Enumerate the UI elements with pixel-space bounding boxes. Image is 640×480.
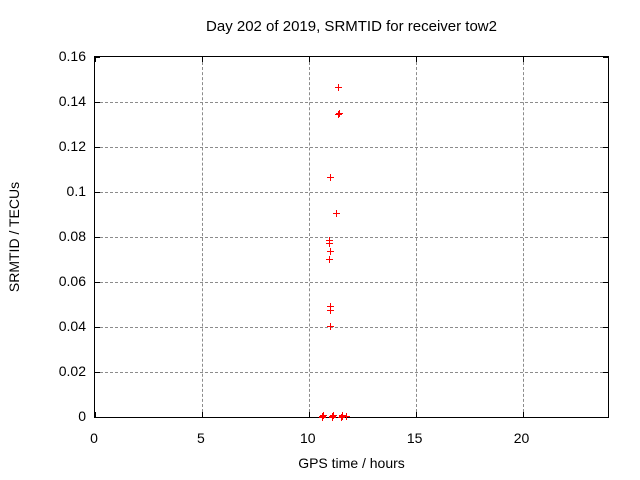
- plot-area: [94, 56, 609, 421]
- v-gridline: [415, 57, 417, 417]
- tick-mark-x-top: [95, 57, 96, 62]
- h-gridline: [95, 372, 608, 373]
- tick-mark-y-left: [95, 237, 100, 238]
- tick-mark-y-left: [95, 327, 100, 328]
- data-point-marker: [327, 303, 335, 311]
- data-point-marker: [335, 110, 343, 118]
- x-tick-label: 20: [513, 430, 530, 446]
- v-gridline: [522, 57, 524, 417]
- data-point-marker: [343, 412, 351, 420]
- data-point-marker: [318, 413, 326, 421]
- data-point-marker: [337, 413, 345, 421]
- tick-mark-y-right: [603, 417, 608, 418]
- x-tick-label: 10: [299, 430, 316, 446]
- tick-mark-x-bottom: [522, 412, 524, 417]
- data-point-marker: [328, 413, 336, 421]
- data-point-marker: [334, 111, 342, 119]
- y-tick-label: 0.1: [66, 183, 86, 199]
- chart-title: Day 202 of 2019, SRMTID for receiver tow…: [206, 18, 497, 35]
- x-tick-label: 0: [90, 430, 98, 446]
- tick-mark-y-right: [603, 147, 608, 148]
- tick-mark-y-left: [95, 282, 100, 283]
- tick-mark-y-right: [603, 372, 608, 373]
- data-point-marker: [339, 411, 347, 419]
- data-point-marker: [326, 173, 334, 181]
- tick-mark-y-left: [95, 57, 100, 58]
- data-point-marker: [325, 240, 333, 248]
- tick-mark-x-top: [308, 57, 310, 62]
- data-point-marker: [338, 412, 346, 420]
- tick-mark-x-top: [201, 57, 203, 62]
- y-tick-label: 0.08: [58, 228, 86, 244]
- data-point-marker: [326, 247, 334, 255]
- y-tick-label: 0.14: [58, 93, 86, 109]
- data-point-marker: [327, 323, 335, 331]
- h-gridline: [95, 192, 608, 193]
- tick-mark-x-bottom: [201, 412, 203, 417]
- v-gridline: [201, 57, 203, 417]
- tick-mark-y-left: [95, 192, 100, 193]
- data-point-marker: [329, 412, 337, 420]
- y-tick-label: 0.16: [58, 48, 86, 64]
- data-point-marker: [319, 411, 327, 419]
- tick-mark-y-right: [603, 192, 608, 193]
- tick-mark-y-right: [603, 282, 608, 283]
- h-gridline: [95, 147, 608, 148]
- tick-mark-x-bottom: [415, 412, 417, 417]
- data-point-marker: [330, 411, 338, 419]
- y-tick-label: 0.06: [58, 273, 86, 289]
- data-point-marker: [319, 412, 327, 420]
- v-gridline: [308, 57, 310, 417]
- tick-mark-x-bottom: [308, 412, 310, 417]
- tick-mark-y-right: [603, 327, 608, 328]
- data-point-marker: [327, 307, 335, 315]
- tick-mark-y-right: [603, 102, 608, 103]
- tick-mark-x-bottom: [95, 412, 96, 417]
- tick-mark-y-right: [603, 57, 608, 58]
- h-gridline: [95, 237, 608, 238]
- x-tick-label: 5: [196, 430, 205, 446]
- y-tick-label: 0: [78, 408, 86, 424]
- tick-mark-x-top: [522, 57, 524, 62]
- data-point-marker: [325, 256, 333, 263]
- data-point-marker: [332, 209, 340, 217]
- tick-mark-y-left: [95, 102, 100, 103]
- y-tick-label: 0.02: [58, 363, 86, 379]
- tick-mark-y-left: [95, 147, 100, 148]
- tick-mark-y-left: [95, 372, 100, 373]
- h-gridline: [95, 327, 608, 328]
- data-point-marker: [335, 83, 343, 91]
- y-tick-label: 0.12: [58, 138, 86, 154]
- y-tick-label: 0.04: [58, 318, 86, 334]
- tick-mark-y-right: [603, 237, 608, 238]
- x-tick-label: 15: [406, 430, 423, 446]
- x-axis-label: GPS time / hours: [298, 455, 405, 471]
- h-gridline: [95, 102, 608, 103]
- data-point-marker: [325, 236, 333, 244]
- tick-mark-x-top: [415, 57, 417, 62]
- tick-mark-y-left: [95, 417, 100, 418]
- h-gridline: [95, 282, 608, 283]
